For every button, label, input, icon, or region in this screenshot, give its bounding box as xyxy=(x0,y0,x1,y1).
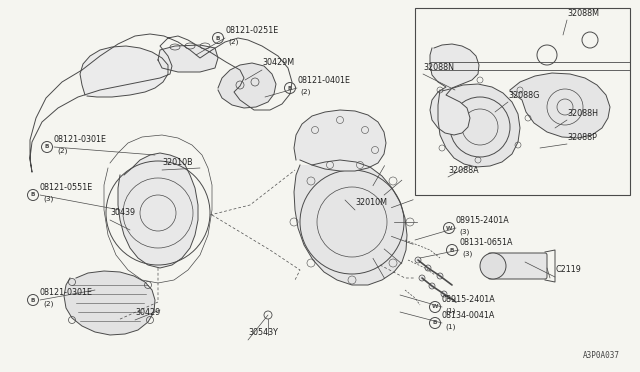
Text: W: W xyxy=(445,225,452,231)
Polygon shape xyxy=(118,153,198,268)
Text: B: B xyxy=(31,298,35,302)
Circle shape xyxy=(419,275,425,281)
Text: 30543Y: 30543Y xyxy=(248,328,278,337)
Polygon shape xyxy=(64,271,155,335)
Text: 30439: 30439 xyxy=(110,208,135,217)
Text: 32088G: 32088G xyxy=(508,91,540,100)
Text: (1): (1) xyxy=(445,324,456,330)
Text: 08131-0651A: 08131-0651A xyxy=(459,238,513,247)
Circle shape xyxy=(480,253,506,279)
Text: B: B xyxy=(450,247,454,253)
Text: B: B xyxy=(288,86,292,90)
Text: 08121-0401E: 08121-0401E xyxy=(297,76,350,85)
Bar xyxy=(415,8,630,195)
Polygon shape xyxy=(218,63,276,108)
FancyBboxPatch shape xyxy=(488,253,547,279)
Polygon shape xyxy=(510,73,610,138)
Text: (3): (3) xyxy=(462,250,472,257)
Circle shape xyxy=(425,265,431,271)
Text: 32010M: 32010M xyxy=(355,198,387,207)
Polygon shape xyxy=(294,110,386,171)
Circle shape xyxy=(429,283,435,289)
Polygon shape xyxy=(438,84,520,167)
Text: B: B xyxy=(216,35,220,41)
Text: B: B xyxy=(433,321,437,326)
Text: 08915-2401A: 08915-2401A xyxy=(456,216,509,225)
Circle shape xyxy=(437,273,443,279)
Text: (1): (1) xyxy=(445,308,456,314)
Circle shape xyxy=(441,291,447,297)
Text: (2): (2) xyxy=(57,148,67,154)
Text: 32088P: 32088P xyxy=(567,133,597,142)
Text: 32088H: 32088H xyxy=(567,109,598,118)
Text: (2): (2) xyxy=(43,301,54,307)
Text: W: W xyxy=(432,305,438,310)
Text: 08121-0551E: 08121-0551E xyxy=(40,183,93,192)
Polygon shape xyxy=(430,44,479,135)
Text: A3P0A037: A3P0A037 xyxy=(583,351,620,360)
Text: (2): (2) xyxy=(300,89,310,95)
Text: 08121-0251E: 08121-0251E xyxy=(225,26,278,35)
Text: 08121-0301E: 08121-0301E xyxy=(54,135,107,144)
Text: C2119: C2119 xyxy=(555,265,581,274)
Circle shape xyxy=(415,257,421,263)
Polygon shape xyxy=(80,46,168,97)
Text: 08121-0301E: 08121-0301E xyxy=(40,288,93,297)
Text: 30429: 30429 xyxy=(135,308,160,317)
Text: 08134-0041A: 08134-0041A xyxy=(442,311,495,320)
Text: B: B xyxy=(45,144,49,150)
Text: 32088N: 32088N xyxy=(423,63,454,72)
Text: (2): (2) xyxy=(228,38,239,45)
Text: 32010B: 32010B xyxy=(162,158,193,167)
Text: B: B xyxy=(31,192,35,198)
Text: (3): (3) xyxy=(43,196,53,202)
Text: 08915-2401A: 08915-2401A xyxy=(442,295,496,304)
Text: 32088M: 32088M xyxy=(567,9,599,18)
Polygon shape xyxy=(158,45,218,72)
Polygon shape xyxy=(294,160,407,285)
Text: (3): (3) xyxy=(459,228,469,235)
Text: 32088A: 32088A xyxy=(448,166,479,175)
Text: 30429M: 30429M xyxy=(262,58,294,67)
